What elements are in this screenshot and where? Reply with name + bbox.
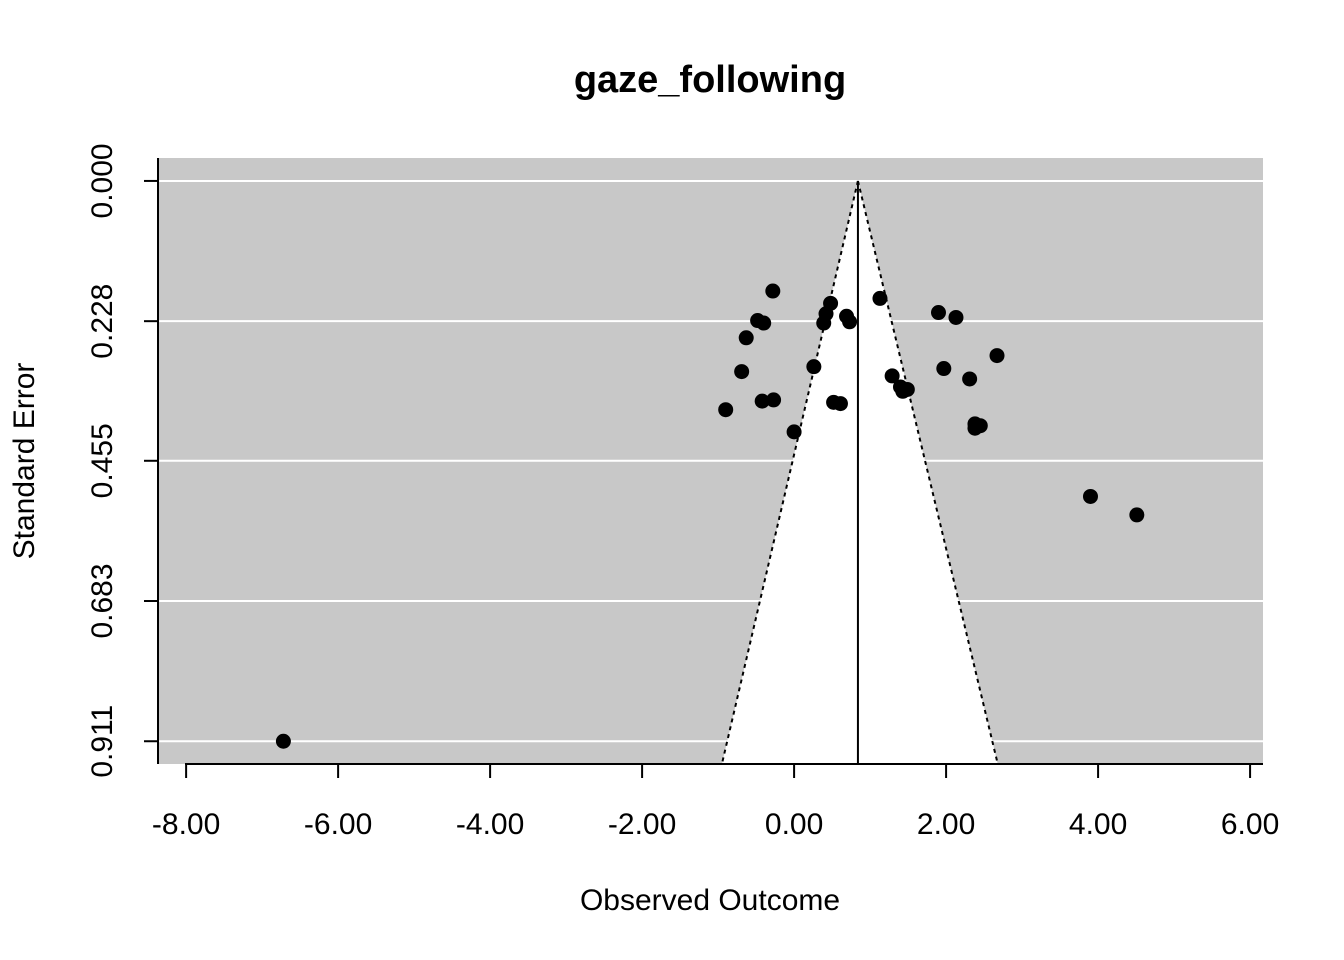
- data-point: [766, 392, 782, 408]
- data-point: [872, 290, 888, 306]
- x-tick-label: -2.00: [608, 808, 676, 841]
- data-point: [884, 368, 900, 384]
- data-point: [754, 393, 770, 409]
- data-point: [756, 315, 772, 331]
- y-tick-label: 0.683: [86, 563, 119, 638]
- x-tick-label: 0.00: [765, 808, 823, 841]
- data-point: [1082, 488, 1098, 504]
- funnel-region: [721, 180, 998, 764]
- data-point: [899, 381, 915, 397]
- data-point: [765, 283, 781, 299]
- x-tick-label: -4.00: [456, 808, 524, 841]
- chart-title: gaze_following: [574, 59, 846, 101]
- data-point: [972, 418, 988, 434]
- data-point: [275, 733, 291, 749]
- x-tick-label: 4.00: [1069, 808, 1127, 841]
- data-point: [842, 314, 858, 330]
- data-point: [948, 309, 964, 325]
- data-point: [936, 361, 952, 377]
- y-axis-ticks: 0.000 0.228 0.455 0.683 0.911: [86, 143, 158, 778]
- x-tick-label: -8.00: [152, 808, 220, 841]
- data-point: [989, 348, 1005, 364]
- data-point: [823, 295, 839, 311]
- data-point: [786, 424, 802, 440]
- data-point: [738, 330, 754, 346]
- x-tick-label: -6.00: [304, 808, 372, 841]
- y-tick-label: 0.911: [86, 705, 119, 778]
- x-axis-ticks: -8.00 -6.00 -4.00 -2.00 0.00 2.00 4.00 6.00: [152, 764, 1279, 841]
- data-point: [832, 396, 848, 412]
- y-tick-label: 0.000: [86, 143, 119, 218]
- data-point: [930, 305, 946, 321]
- x-tick-label: 6.00: [1221, 808, 1279, 841]
- funnel-right-boundary: [856, 180, 999, 765]
- funnel-left-boundary: [720, 180, 859, 765]
- data-points: [275, 283, 1145, 749]
- grid-lines: [158, 179, 1263, 743]
- data-point: [718, 402, 734, 418]
- x-axis-label: Observed Outcome: [580, 884, 840, 917]
- data-point: [806, 359, 822, 375]
- y-tick-label: 0.455: [86, 423, 119, 498]
- data-point: [734, 364, 750, 380]
- data-point: [1129, 507, 1145, 523]
- y-axis-label: Standard Error: [8, 363, 41, 560]
- y-tick-label: 0.228: [86, 284, 119, 359]
- data-point: [962, 371, 978, 387]
- x-tick-label: 2.00: [917, 808, 975, 841]
